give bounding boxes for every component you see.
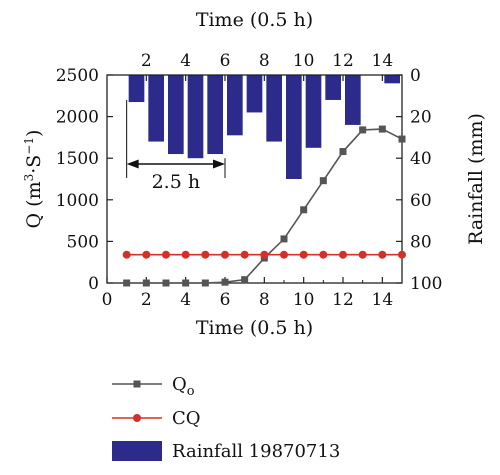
x-bottom-tick-label: 0 (102, 290, 113, 310)
rainfall-bar (168, 75, 184, 155)
x-top-tick-label: 2 (141, 51, 152, 71)
data-point-cq (181, 250, 190, 259)
x-top-tick-label: 12 (332, 51, 354, 71)
data-point-q (241, 276, 249, 284)
data-point-cq (260, 250, 269, 259)
annotation-arrow-head-right (213, 159, 225, 169)
y-right-tick-label: 20 (410, 108, 432, 128)
data-point-q (319, 177, 327, 185)
legend-label-qo-subscript: o (187, 384, 195, 399)
legend-label-qo: Qo (172, 374, 195, 399)
x-top-tick-label: 4 (180, 51, 191, 71)
data-point-q (398, 135, 406, 143)
annotation-arrow-head-left (126, 159, 139, 169)
y-left-tick-label: 2500 (56, 66, 99, 86)
y-right-tick-label: 80 (410, 232, 432, 252)
data-point-cq (122, 250, 131, 259)
y-left-axis-title-part: ·S (23, 155, 45, 174)
annotation-label: 2.5 h (152, 171, 201, 193)
data-point-q (221, 278, 229, 286)
data-point-cq (299, 250, 308, 259)
y-right-tick-label: 40 (410, 149, 432, 169)
y-left-tick-label: 1000 (56, 191, 99, 211)
data-point-cq (339, 250, 347, 259)
data-point-q (142, 279, 150, 287)
legend-marker-cq (133, 414, 141, 422)
data-point-cq (398, 250, 406, 259)
legend-label-rainfall: Rainfall 19870713 (172, 441, 340, 462)
rainfall-bar (345, 75, 361, 125)
y-left-axis-title-part: −1 (22, 137, 36, 155)
data-point-q (162, 279, 170, 287)
data-point-q (339, 148, 347, 156)
data-point-cq (162, 250, 170, 259)
data-point-q (378, 125, 386, 133)
rainfall-bar (286, 75, 302, 179)
x-bottom-tick-label: 8 (259, 290, 270, 310)
legend-marker-qo (133, 380, 141, 388)
rainfall-bar (246, 75, 263, 113)
data-point-cq (280, 250, 288, 259)
y-left-tick-label: 2000 (56, 108, 99, 128)
x-bottom-tick-label: 4 (180, 290, 191, 310)
legend-swatch-rainfall (112, 441, 162, 461)
data-point-cq (378, 250, 387, 259)
y-left-axis-title-part: 3 (22, 174, 36, 182)
data-point-q (182, 279, 190, 287)
rainfall-bar (305, 75, 322, 148)
data-point-cq (358, 250, 367, 259)
data-point-cq (221, 250, 229, 259)
y-left-axis-title: Q (m3·S−1) (22, 130, 45, 229)
y-left-tick-label: 0 (88, 274, 99, 294)
legend-label-cq: CQ (172, 408, 201, 429)
y-right-tick-label: 0 (410, 66, 421, 86)
rainfall-bar (266, 75, 282, 142)
x-bottom-axis-title: Time (0.5 h) (196, 317, 313, 339)
y-right-tick-label: 100 (410, 274, 442, 294)
x-bottom-tick-label: 14 (372, 290, 394, 310)
data-point-q (280, 235, 288, 243)
x-top-tick-label: 8 (259, 51, 270, 71)
data-point-cq (142, 250, 151, 259)
y-left-axis-title-part: ) (23, 130, 45, 137)
rainfall-bar (325, 75, 341, 100)
x-top-tick-label: 10 (293, 51, 315, 71)
x-bottom-tick-label: 2 (141, 290, 152, 310)
x-bottom-tick-label: 12 (332, 290, 354, 310)
plot-frame (106, 74, 403, 284)
data-point-cq (319, 250, 328, 259)
rainfall-bar (384, 75, 400, 84)
rainfall-bar (128, 75, 145, 103)
rainfall-bar (227, 75, 243, 136)
data-point-cq (240, 250, 249, 259)
y-left-axis-title-part: Q (m (23, 181, 45, 228)
data-point-q (201, 279, 209, 287)
y-right-axis-title: Rainfall (mm) (465, 113, 487, 245)
x-top-tick-label: 6 (220, 51, 231, 71)
y-right-tick-label: 60 (410, 191, 432, 211)
x-top-tick-label: 14 (372, 51, 394, 71)
x-bottom-tick-label: 6 (220, 290, 231, 310)
rainfall-bar (148, 75, 164, 142)
data-point-q (123, 279, 131, 287)
rainfall-bar (187, 75, 204, 159)
x-bottom-tick-label: 10 (293, 290, 315, 310)
rainfall-bar (207, 75, 223, 155)
data-point-q (300, 206, 308, 214)
data-point-q (359, 126, 367, 134)
x-top-axis-title: Time (0.5 h) (196, 9, 313, 31)
y-left-tick-label: 500 (67, 232, 99, 252)
data-point-cq (201, 250, 210, 259)
y-left-tick-label: 1500 (56, 149, 99, 169)
